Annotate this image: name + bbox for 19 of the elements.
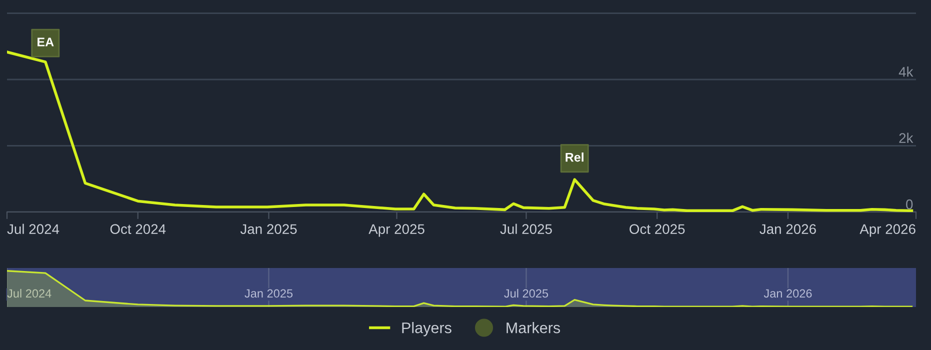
y-tick-label: 0 — [906, 199, 913, 210]
x-tick-label: Oct 2024 — [110, 224, 166, 234]
x-tick-label: Jul 2025 — [500, 224, 552, 234]
x-tick-label: Jul 2024 — [7, 288, 52, 298]
x-tick-label: Jul 2025 — [504, 288, 548, 298]
legend-label: Players — [402, 322, 452, 336]
x-tick-label: Jan 2025 — [240, 224, 297, 234]
x-tick-label: Apr 2026 — [860, 224, 916, 237]
legend-label: Markers — [506, 322, 560, 334]
y-tick-label: 2k — [899, 132, 914, 143]
annotation: EA — [38, 38, 54, 46]
y-tick-label: 4k — [898, 66, 914, 77]
x-tick-label: Apr 2025 — [368, 224, 424, 237]
x-tick-label: Oct 2025 — [630, 224, 685, 234]
x-tick-label: Jan 2026 — [760, 224, 816, 234]
x-tick-label: Jul 2024 — [7, 224, 60, 234]
x-tick-label: Jan 2025 — [244, 289, 293, 298]
annotation: Rel — [566, 152, 584, 162]
x-tick-label: Jan 2026 — [764, 289, 812, 298]
